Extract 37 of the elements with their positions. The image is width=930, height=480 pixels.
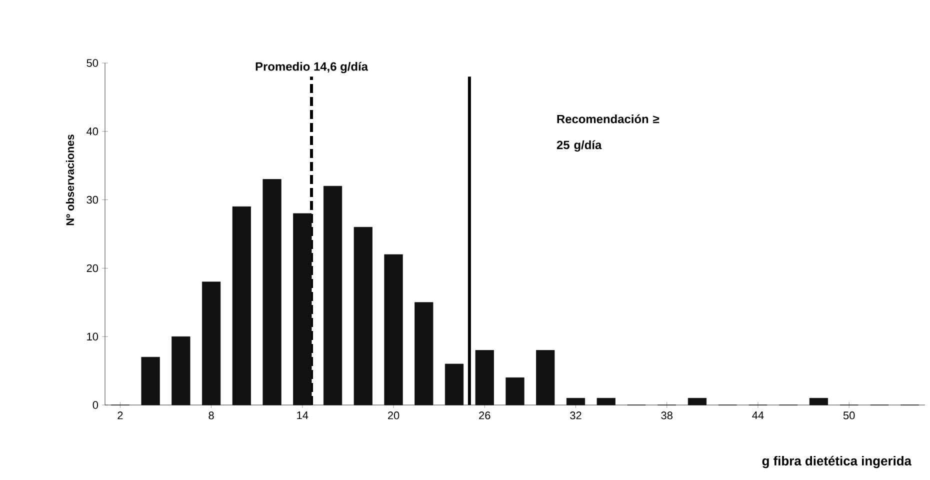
bar [566,398,586,406]
bar [141,356,160,406]
y-tick-label: 20 [86,264,98,272]
bar [536,350,555,406]
bar [506,377,524,406]
bar [202,282,221,406]
bar [262,179,282,406]
x-tick-label: 38 [661,412,672,420]
y-axis-title: Nº observaciones [66,134,74,226]
bar [293,213,312,406]
bar [596,398,616,406]
x-tick-label: 50 [843,412,855,420]
x-tick-label: 26 [479,412,490,420]
bar [475,350,494,406]
x-tick-label: 32 [570,412,582,420]
y-tick-label: 40 [86,128,98,136]
y-tick-label: 50 [86,59,98,67]
bar [354,226,372,406]
x-tick-label: 20 [388,412,400,420]
y-tick-label: 30 [86,196,98,204]
x-tick-label: 44 [752,412,764,420]
bar [444,364,464,406]
bar [384,254,403,406]
text: Recomendación ≥ 25 g/día [556,114,660,152]
bar [809,398,828,406]
x-tick-label: 8 [208,412,214,420]
y-tick-label: 10 [87,332,98,340]
bar [688,398,707,406]
bar [414,302,434,406]
bar [323,186,342,406]
x-axis-title: g fibra dietética ingerida [762,456,912,468]
x-tick-label: 2 [118,412,123,420]
bar [172,336,190,406]
ref-line-label: Promedio 14,6 g/día [256,62,368,74]
x-tick-label: 14 [297,412,308,420]
bar [232,206,251,406]
y-tick-label: 0 [92,401,98,409]
